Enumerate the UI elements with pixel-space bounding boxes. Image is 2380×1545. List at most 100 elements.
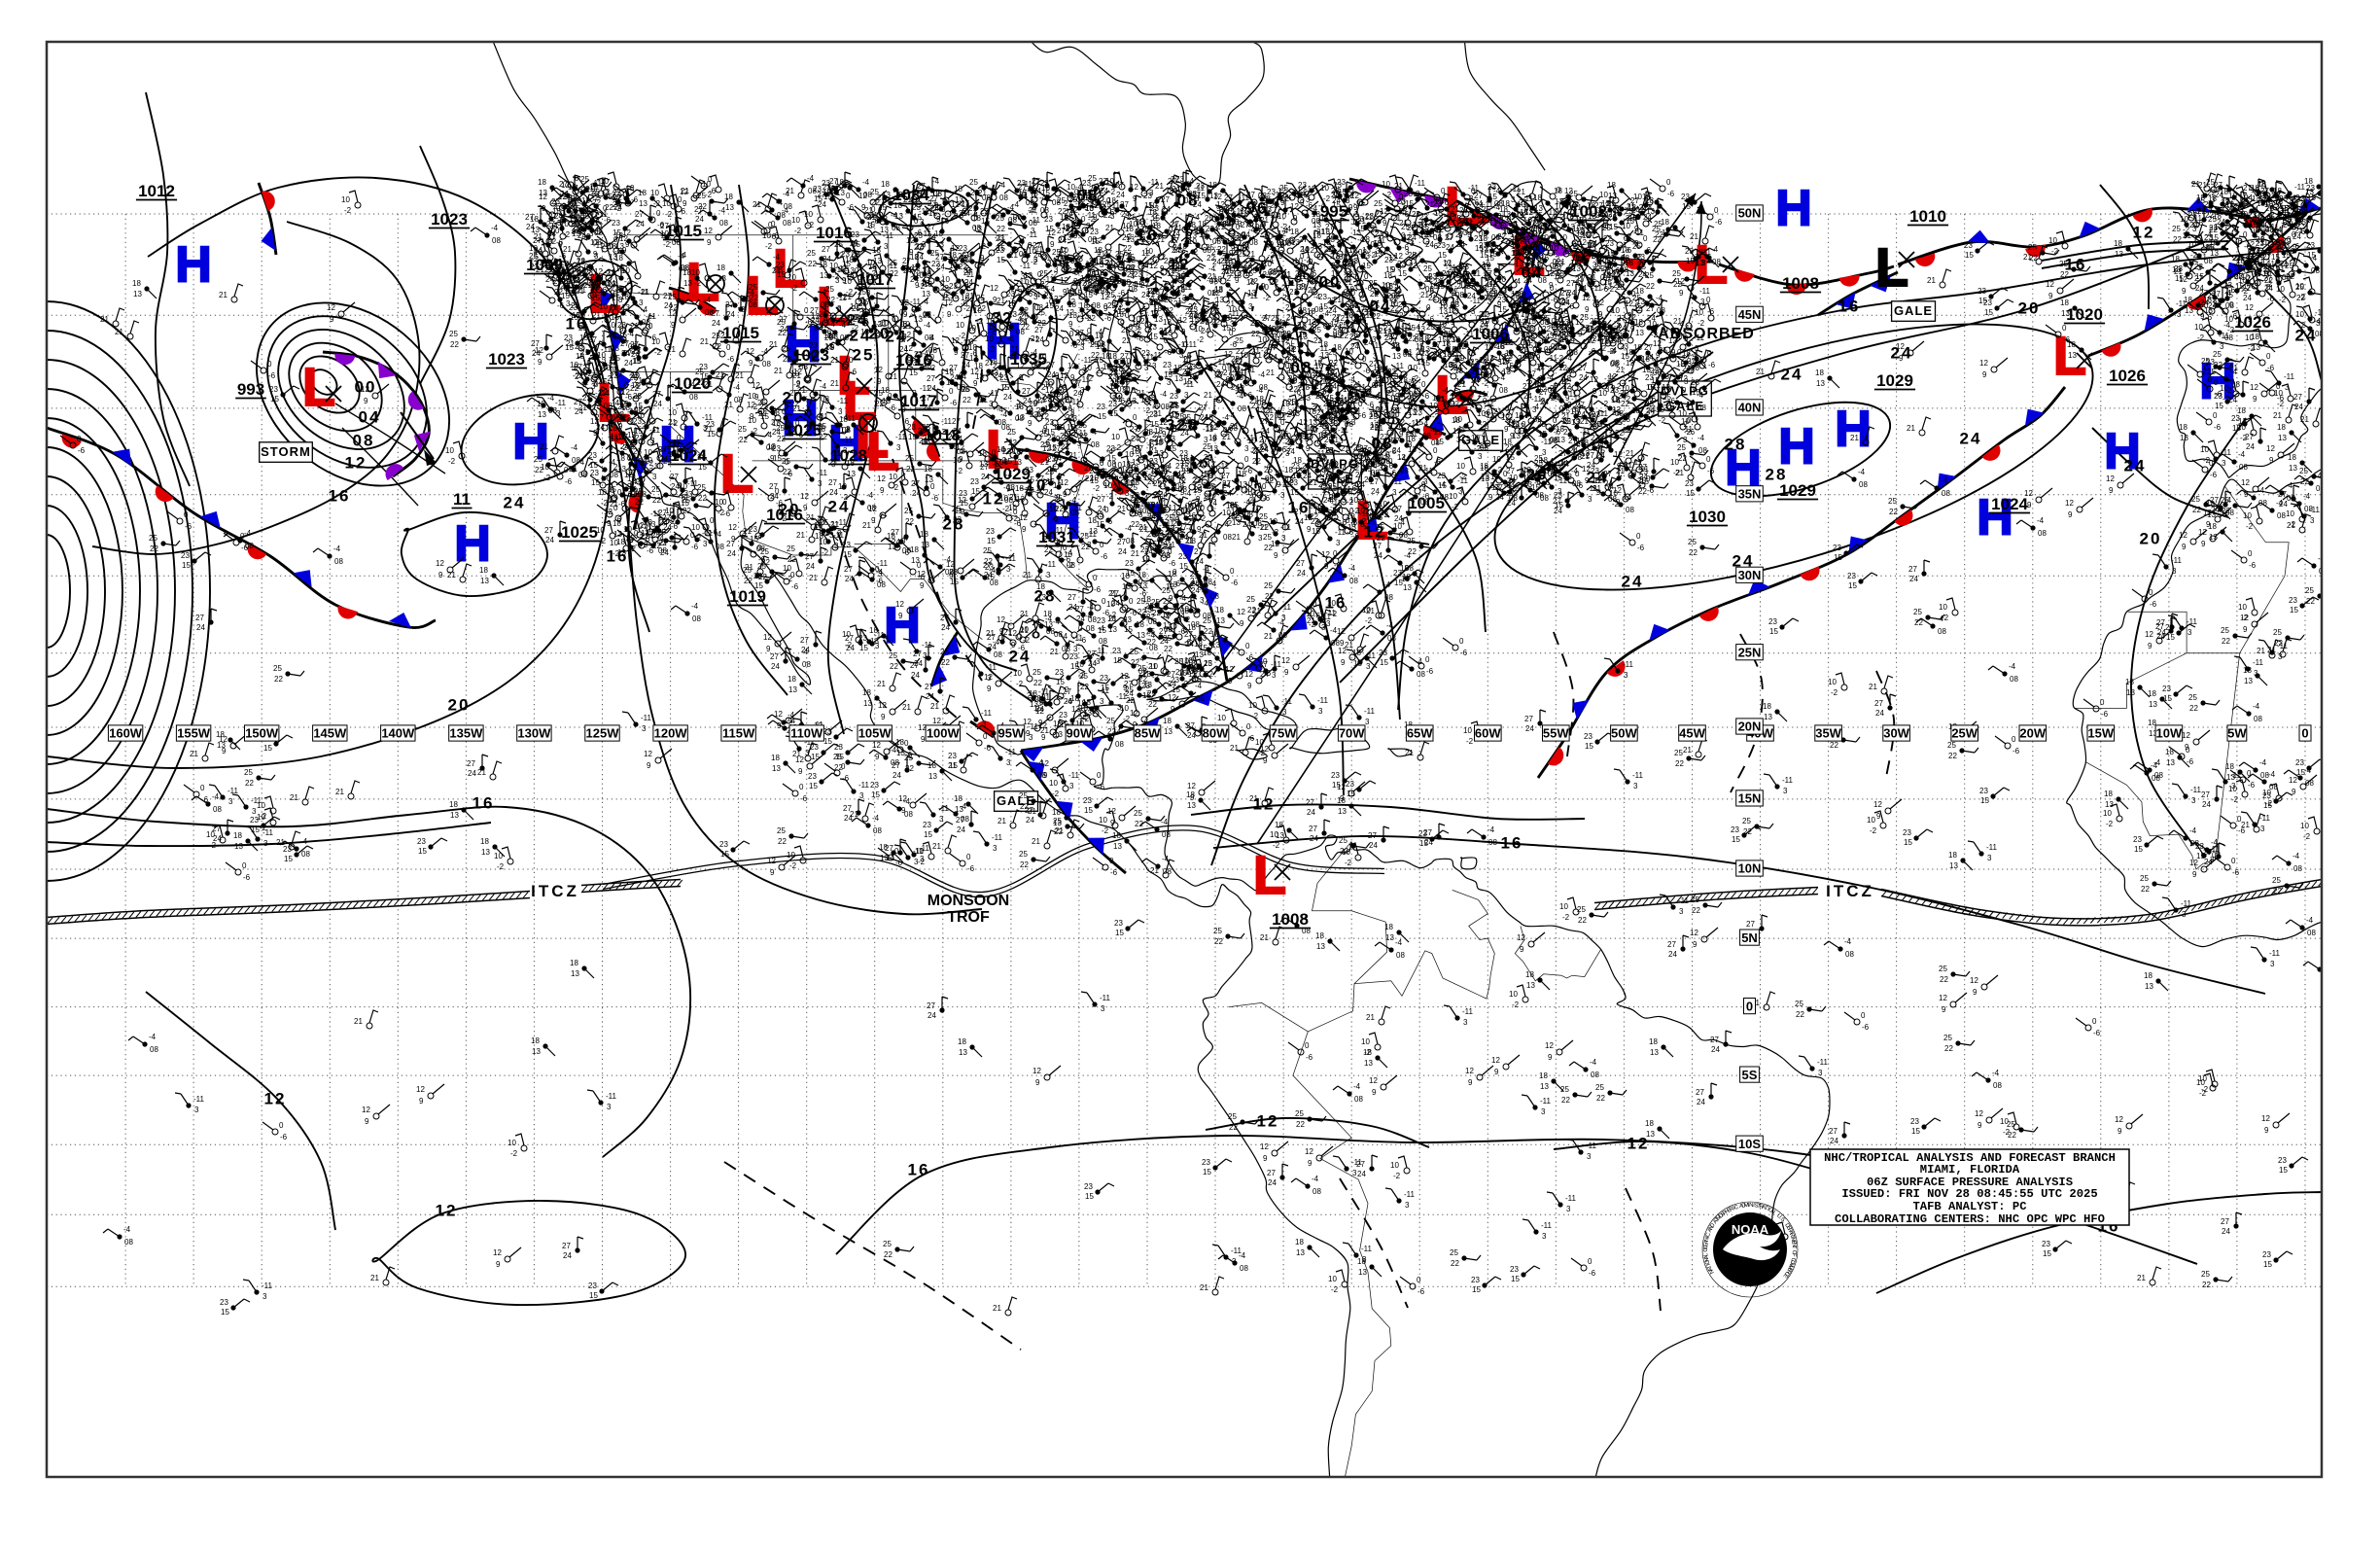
svg-text:ISSUED: FRI NOV 28 08:45:55 UT: ISSUED: FRI NOV 28 08:45:55 UTC 2025 — [1841, 1187, 2097, 1201]
svg-text:25W: 25W — [1951, 726, 1978, 741]
svg-text:H: H — [1775, 181, 1812, 237]
svg-text:20: 20 — [2140, 529, 2162, 547]
svg-text:125W: 125W — [586, 726, 620, 741]
svg-text:40N: 40N — [1738, 401, 1762, 415]
svg-text:150W: 150W — [245, 726, 279, 741]
svg-text:L: L — [1875, 236, 1908, 298]
svg-text:135W: 135W — [449, 726, 483, 741]
svg-text:STORM: STORM — [261, 444, 311, 459]
svg-text:1023: 1023 — [488, 350, 525, 369]
svg-text:L: L — [720, 442, 753, 504]
svg-text:ITCZ: ITCZ — [1826, 882, 1874, 900]
svg-text:H: H — [454, 516, 491, 573]
svg-text:1029: 1029 — [1779, 481, 1816, 500]
svg-text:35W: 35W — [1815, 726, 1841, 741]
svg-text:30W: 30W — [1883, 726, 1909, 741]
svg-text:70W: 70W — [1339, 726, 1365, 741]
svg-text:20: 20 — [2018, 298, 2041, 317]
svg-text:MIAMI, FLORIDA: MIAMI, FLORIDA — [1920, 1163, 2020, 1176]
svg-text:110W: 110W — [790, 726, 823, 741]
svg-text:1017: 1017 — [900, 392, 937, 410]
svg-text:H: H — [175, 237, 212, 294]
svg-text:0: 0 — [1746, 999, 1753, 1013]
svg-text:65W: 65W — [1407, 726, 1433, 741]
svg-text:1026: 1026 — [2109, 367, 2146, 385]
svg-text:160W: 160W — [109, 726, 143, 741]
svg-text:24: 24 — [2124, 456, 2147, 474]
svg-text:H: H — [1835, 402, 1872, 458]
svg-text:5N: 5N — [1741, 931, 1758, 945]
svg-text:5S: 5S — [1742, 1068, 1758, 1082]
svg-text:10S: 10S — [1738, 1137, 1761, 1151]
svg-text:12: 12 — [345, 453, 368, 472]
svg-text:1025: 1025 — [561, 523, 598, 542]
svg-text:GALE: GALE — [1894, 303, 1933, 318]
svg-text:MONSOON: MONSOON — [928, 893, 1009, 909]
svg-text:NOAA: NOAA — [1732, 1222, 1769, 1237]
svg-text:100W: 100W — [927, 726, 961, 741]
svg-text:35N: 35N — [1738, 486, 1762, 501]
svg-text:1008: 1008 — [1782, 274, 1819, 293]
svg-text:140W: 140W — [381, 726, 415, 741]
svg-text:28: 28 — [1725, 435, 1747, 453]
svg-text:24: 24 — [1960, 429, 1982, 447]
svg-text:90W: 90W — [1067, 726, 1093, 741]
svg-text:16: 16 — [329, 486, 351, 505]
svg-text:105W: 105W — [858, 726, 892, 741]
svg-text:TAFB ANALYST: PC: TAFB ANALYST: PC — [1912, 1200, 2026, 1213]
svg-text:12: 12 — [436, 1201, 458, 1219]
svg-text:155W: 155W — [177, 726, 211, 741]
svg-text:0: 0 — [2301, 726, 2308, 741]
svg-text:25N: 25N — [1738, 645, 1762, 659]
svg-text:ITCZ: ITCZ — [531, 882, 579, 900]
svg-text:08: 08 — [353, 431, 375, 449]
svg-text:28: 28 — [1766, 465, 1788, 483]
svg-text:16: 16 — [1501, 833, 1523, 852]
svg-text:12: 12 — [264, 1089, 287, 1107]
svg-text:TROF: TROF — [947, 909, 990, 926]
svg-text:12: 12 — [1257, 1111, 1279, 1130]
svg-text:45N: 45N — [1738, 307, 1762, 322]
svg-text:130W: 130W — [517, 726, 551, 741]
svg-text:24: 24 — [1781, 365, 1803, 383]
svg-text:993: 993 — [237, 380, 264, 399]
svg-text:16: 16 — [1838, 297, 1861, 315]
svg-text:30N: 30N — [1738, 568, 1762, 582]
svg-text:45W: 45W — [1679, 726, 1705, 741]
svg-text:1012: 1012 — [138, 182, 175, 200]
svg-text:10N: 10N — [1738, 861, 1762, 876]
svg-text:80W: 80W — [1203, 726, 1229, 741]
svg-text:24: 24 — [504, 493, 526, 511]
svg-text:24: 24 — [1622, 572, 1644, 590]
svg-text:L: L — [1253, 844, 1286, 905]
svg-text:1020: 1020 — [2066, 305, 2103, 324]
svg-text:75W: 75W — [1271, 726, 1297, 741]
svg-text:16: 16 — [908, 1160, 930, 1178]
svg-text:12: 12 — [2133, 223, 2155, 241]
svg-text:1023: 1023 — [431, 210, 468, 228]
svg-text:1024: 1024 — [1991, 495, 2028, 513]
svg-text:50W: 50W — [1611, 726, 1637, 741]
svg-text:25: 25 — [853, 345, 875, 364]
svg-text:L: L — [302, 356, 335, 417]
svg-text:11: 11 — [453, 490, 471, 509]
svg-text:60W: 60W — [1475, 726, 1501, 741]
svg-text:120W: 120W — [654, 726, 688, 741]
svg-text:145W: 145W — [313, 726, 347, 741]
svg-text:1030: 1030 — [1689, 508, 1726, 526]
svg-text:50N: 50N — [1738, 206, 1762, 221]
svg-text:04: 04 — [359, 407, 381, 426]
svg-text:85W: 85W — [1135, 726, 1161, 741]
svg-text:10W: 10W — [2156, 726, 2183, 741]
svg-text:20: 20 — [448, 695, 471, 714]
svg-text:5W: 5W — [2227, 726, 2247, 741]
svg-text:1010: 1010 — [1909, 207, 1946, 226]
svg-text:COLLABORATING CENTERS: NHC OPC: COLLABORATING CENTERS: NHC OPC WPC HFO — [1835, 1212, 2105, 1226]
svg-text:16: 16 — [472, 793, 495, 812]
svg-text:20N: 20N — [1738, 720, 1762, 734]
svg-text:95W: 95W — [998, 726, 1025, 741]
svg-text:15N: 15N — [1738, 791, 1762, 806]
svg-text:15W: 15W — [2087, 726, 2114, 741]
svg-text:55W: 55W — [1543, 726, 1569, 741]
svg-text:115W: 115W — [722, 726, 755, 741]
